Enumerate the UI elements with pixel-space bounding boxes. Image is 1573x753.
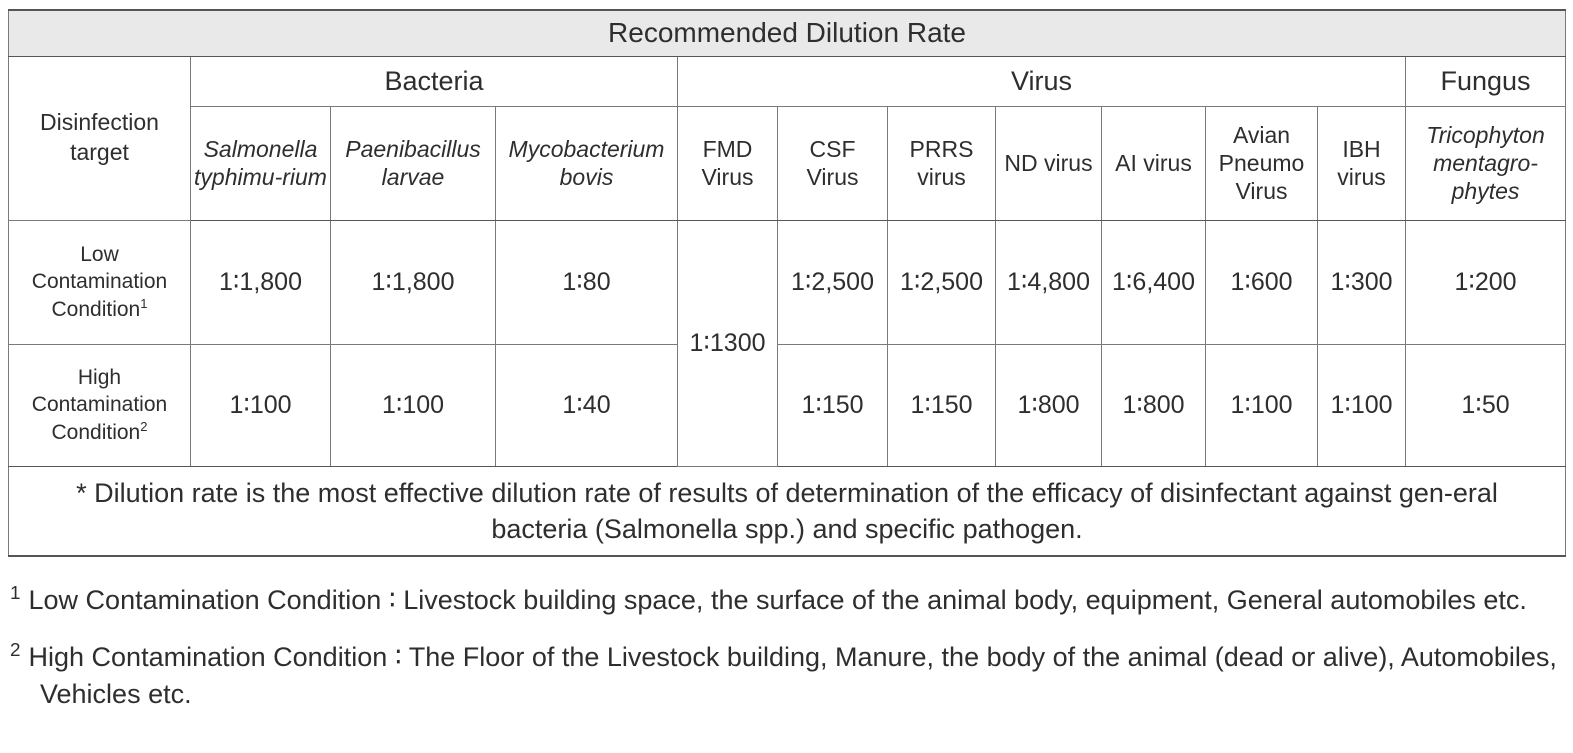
cell-low-ai: 1∶6,400 [1101, 219, 1206, 345]
cell-high-prrs: 1∶150 [887, 343, 996, 467]
cell-low-avian-pneumo: 1∶600 [1205, 219, 1318, 345]
species-name: Mycobacterium bovis [508, 135, 665, 190]
species-name: Tricophyton mentagro-phytes [1426, 121, 1545, 205]
corner-label: Disinfection target [40, 109, 159, 165]
col-csf-virus: CSF Virus [777, 105, 888, 221]
col-fmd-virus: FMD Virus [677, 105, 778, 221]
cell-high-nd: 1∶800 [995, 343, 1102, 467]
cell-low-csf: 1∶2,500 [777, 219, 888, 345]
cell-low-paenibacillus: 1∶1,800 [330, 219, 496, 345]
row-label-high: High Contamination Condition2 [8, 343, 191, 467]
footnote-text: Low Contamination Condition ∶ Livestock … [28, 585, 1527, 616]
col-paenibacillus-larvae: Paenibacillus larvae [330, 105, 496, 221]
cell-fmd-merged: 1∶1300 [677, 219, 778, 467]
cell-high-paenibacillus: 1∶100 [330, 343, 496, 467]
group-virus: Virus [677, 55, 1406, 107]
title-row: Recommended Dilution Rate [7, 9, 1567, 57]
species-name: Salmonella typhimu-rium [194, 135, 327, 190]
cell-high-ai: 1∶800 [1101, 343, 1206, 467]
dilution-rate-table: Recommended Dilution Rate Disinfection t… [7, 9, 1567, 558]
table-title: Recommended Dilution Rate [7, 9, 1567, 57]
footnote-low-contamination: 1 Low Contamination Condition ∶ Livestock… [10, 581, 1563, 619]
group-fungus: Fungus [1404, 55, 1567, 107]
footnotes: 1 Low Contamination Condition ∶ Livestock… [8, 557, 1565, 741]
cell-low-ibh: 1∶300 [1317, 219, 1406, 345]
row-label-low: Low Contamination Condition1 [8, 219, 191, 345]
table-note-row: * Dilution rate is the most effective di… [7, 465, 1567, 558]
col-prrs-virus: PRRS virus [887, 105, 996, 221]
cell-high-mycobacterium: 1∶40 [495, 343, 678, 467]
high-footnote-marker: 2 [140, 418, 148, 434]
footnote-marker: 2 [10, 639, 21, 661]
cell-low-salmonella: 1∶1,800 [190, 219, 331, 345]
cell-low-prrs: 1∶2,500 [887, 219, 996, 345]
col-salmonella-typhimurium: Salmonella typhimu-rium [190, 105, 331, 221]
low-footnote-marker: 1 [140, 295, 148, 311]
corner-disinfection-target: Disinfection target [8, 55, 191, 221]
col-tricophyton-mentagrophytes: Tricophyton mentagro-phytes [1404, 105, 1567, 221]
col-mycobacterium-bovis: Mycobacterium bovis [495, 105, 678, 221]
cell-high-salmonella: 1∶100 [190, 343, 331, 467]
cell-low-tricophyton: 1∶200 [1404, 219, 1567, 345]
species-header-row: Salmonella typhimu-rium Paenibacillus la… [9, 105, 1567, 221]
cell-high-avian-pneumo: 1∶100 [1205, 343, 1318, 467]
col-ibh-virus: IBH virus [1317, 105, 1406, 221]
col-nd-virus: ND virus [995, 105, 1102, 221]
high-contamination-row: High Contamination Condition2 1∶100 1∶10… [8, 343, 1567, 467]
cell-low-mycobacterium: 1∶80 [495, 219, 678, 345]
footnote-marker: 1 [10, 583, 21, 605]
high-label: High Contamination Condition [31, 366, 168, 444]
group-bacteria: Bacteria [190, 55, 678, 107]
cell-low-nd: 1∶4,800 [995, 219, 1102, 345]
footnote-text: High Contamination Condition ∶ The Floor… [28, 641, 1557, 709]
species-name: Paenibacillus larvae [345, 135, 481, 190]
low-label: Low Contamination Condition [31, 243, 168, 321]
group-header-row: Disinfection target Bacteria Virus Fungu… [8, 55, 1567, 221]
col-avian-pneumo-virus: Avian Pneumo Virus [1205, 105, 1318, 221]
table-note: * Dilution rate is the most effective di… [7, 465, 1567, 558]
cell-high-tricophyton: 1∶50 [1404, 343, 1567, 467]
col-ai-virus: AI virus [1101, 105, 1206, 221]
cell-high-csf: 1∶150 [777, 343, 888, 467]
cell-high-ibh: 1∶100 [1317, 343, 1406, 467]
footnote-high-contamination: 2 High Contamination Condition ∶ The Floo… [10, 638, 1563, 714]
low-contamination-row: Low Contamination Condition1 1∶1,800 1∶1… [8, 219, 1567, 467]
